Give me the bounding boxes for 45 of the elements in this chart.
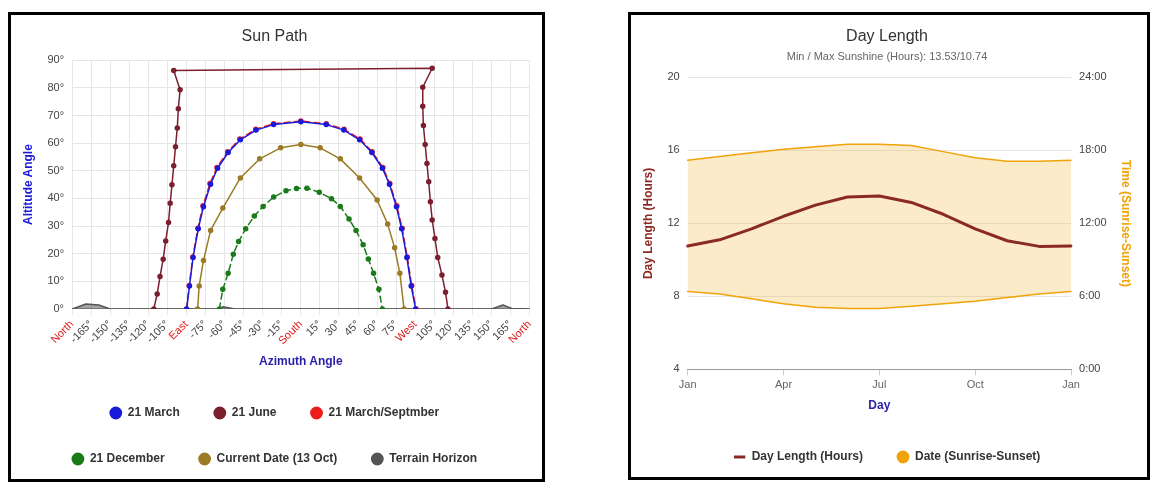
chart-title: Day Length	[846, 27, 928, 45]
y2-tick-label: 12:00	[1079, 216, 1107, 229]
y-tick-label: 30°	[47, 219, 65, 232]
y-tick-label: 20°	[47, 246, 65, 259]
legend-label: 21 March/Septmber	[328, 405, 440, 420]
y-axis-title: Altitude Angle	[20, 143, 35, 226]
legend-label: Terrain Horizon	[389, 451, 478, 466]
legend-label: 21 June	[231, 405, 277, 420]
x-tick-label: Apr	[774, 378, 793, 391]
y-tick-label: 12	[667, 216, 680, 229]
y2-tick-label: 24:00	[1079, 70, 1107, 83]
chart-title: Sun Path	[241, 27, 308, 45]
y-axis-title: Day Length (Hours)	[640, 167, 655, 280]
y2-tick-label: 6:00	[1079, 289, 1101, 302]
x-axis-title: Azimuth Angle	[259, 354, 343, 369]
y2-axis-title: Time (Sunrise-Sunset)	[1119, 159, 1134, 287]
y-tick-label: 40°	[47, 191, 65, 204]
chart-subtitle: Min / Max Sunshine (Hours): 13.53/10.74	[786, 49, 988, 62]
y-tick-label: 90°	[47, 53, 65, 66]
legend-label: Date (Sunrise-Sunset)	[914, 449, 1041, 464]
legend-label: Day Length (Hours)	[751, 449, 863, 464]
x-tick-label: 30°	[322, 317, 343, 338]
y2-tick-label: 18:00	[1079, 143, 1107, 156]
x-tick-label: Oct	[966, 378, 984, 391]
y-tick-label: 20	[667, 70, 680, 83]
legend-label: 21 March	[127, 405, 180, 420]
legend-label: Current Date (13 Oct)	[216, 451, 338, 466]
y-tick-label: 8	[673, 289, 680, 302]
y-tick-label: 60°	[47, 136, 65, 149]
y-tick-label: 70°	[47, 108, 65, 121]
x-tick-label: Jan	[1062, 378, 1080, 391]
y-tick-label: 80°	[47, 80, 65, 93]
x-tick-label: 45°	[341, 317, 362, 338]
y2-tick-label: 0:00	[1079, 362, 1101, 375]
y-tick-label: 0°	[53, 301, 65, 314]
x-tick-label: Jan	[678, 378, 697, 391]
x-tick-label: 15°	[303, 317, 324, 338]
x-axis-title: Day	[868, 398, 891, 413]
y-tick-label: 50°	[47, 163, 65, 176]
x-tick-label: 60°	[360, 317, 381, 338]
legend-label: 21 December	[89, 451, 165, 466]
y-tick-label: 4	[673, 362, 680, 375]
y-tick-label: 16	[667, 143, 680, 156]
y-tick-label: 10°	[47, 274, 65, 287]
x-tick-label: Jul	[872, 378, 887, 391]
